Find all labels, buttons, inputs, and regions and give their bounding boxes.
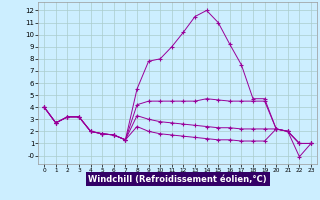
X-axis label: Windchill (Refroidissement éolien,°C): Windchill (Refroidissement éolien,°C) [88,175,267,184]
